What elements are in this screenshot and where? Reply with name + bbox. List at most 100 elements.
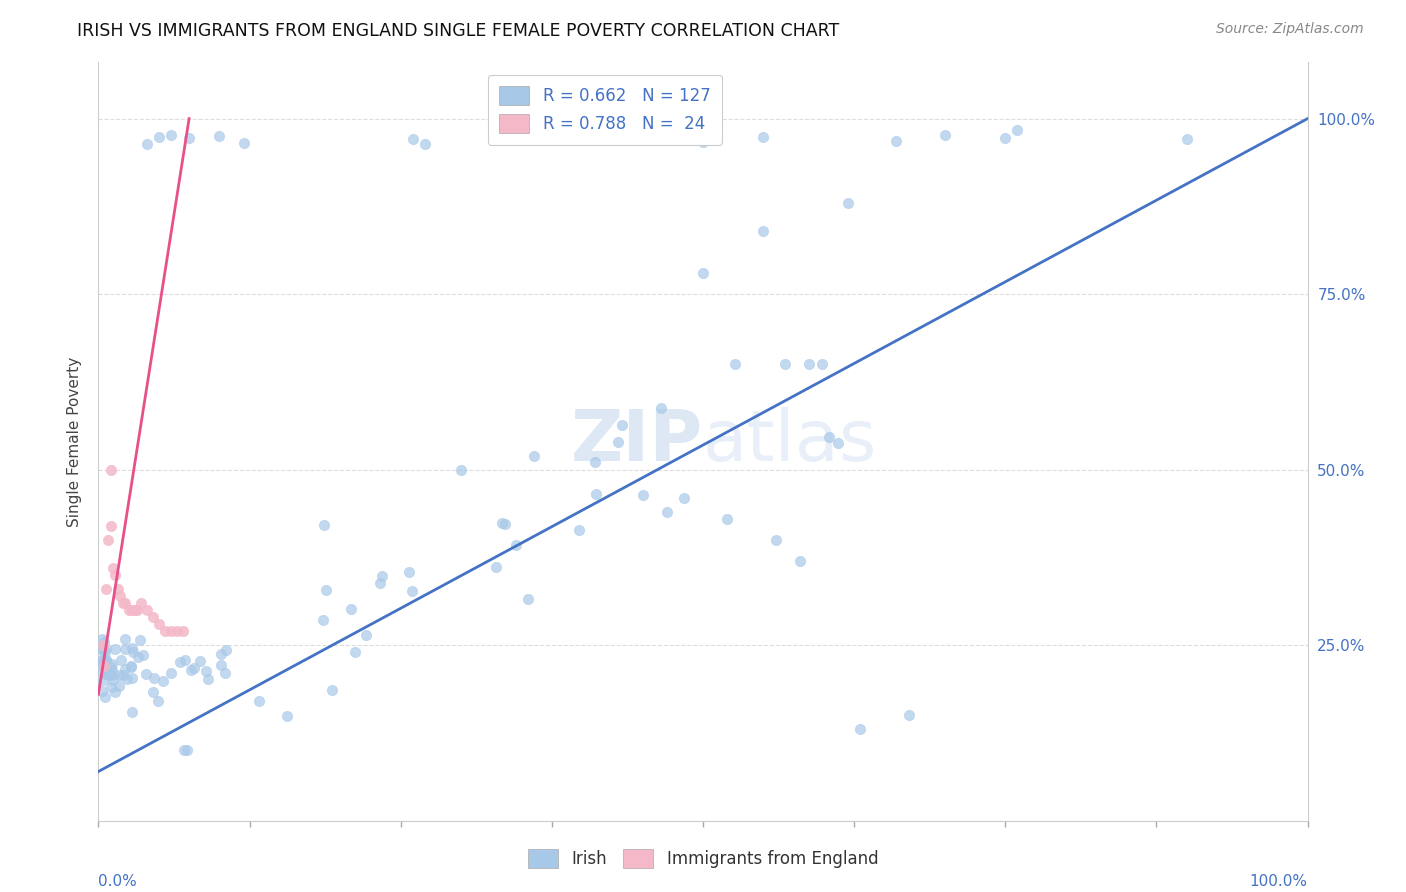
Point (96, 666, 118, 681)
Point (121, 645, 143, 659)
Point (121, 640, 143, 655)
Point (214, 666, 236, 681)
Point (94, 582, 117, 596)
Point (276, 709, 298, 723)
Point (517, 592, 540, 607)
Point (209, 657, 232, 672)
Point (176, 743, 198, 757)
Point (179, 131, 201, 145)
Point (115, 672, 138, 686)
Point (672, 491, 695, 505)
Text: 0.0%: 0.0% (98, 874, 138, 888)
Point (91, 653, 114, 667)
Point (104, 685, 127, 699)
Point (1175, 132, 1198, 146)
Point (398, 565, 420, 579)
Point (827, 435, 849, 450)
Point (94, 642, 117, 657)
Point (91, 638, 114, 652)
Point (153, 624, 176, 639)
Point (104, 641, 127, 656)
Point (94, 665, 117, 679)
Point (100, 660, 122, 674)
Point (152, 673, 174, 688)
Point (172, 624, 194, 639)
Point (121, 705, 143, 719)
Point (93, 635, 115, 649)
Point (135, 667, 157, 681)
Point (180, 663, 202, 677)
Point (934, 128, 956, 143)
Point (247, 694, 270, 708)
Point (692, 136, 714, 150)
Point (765, 533, 787, 547)
Point (568, 523, 591, 537)
Point (214, 643, 236, 657)
Point (91, 684, 114, 698)
Point (160, 624, 183, 639)
Point (141, 685, 163, 699)
Point (817, 430, 839, 444)
Point (655, 505, 678, 519)
Point (160, 665, 183, 680)
Text: IRISH VS IMMIGRANTS FROM ENGLAND SINGLE FEMALE POVERTY CORRELATION CHART: IRISH VS IMMIGRANTS FROM ENGLAND SINGLE … (77, 22, 839, 40)
Point (849, 723, 872, 737)
Point (104, 568, 127, 582)
Point (93, 690, 115, 705)
Point (91, 673, 114, 688)
Point (402, 132, 425, 146)
Point (368, 576, 391, 591)
Text: atlas: atlas (703, 407, 877, 476)
Point (148, 130, 170, 145)
Point (98, 668, 121, 682)
Point (118, 603, 141, 617)
Legend: Irish, Immigrants from England: Irish, Immigrants from England (522, 842, 884, 875)
Point (94, 645, 117, 659)
Point (208, 129, 231, 144)
Point (142, 610, 165, 624)
Point (100, 462, 122, 476)
Y-axis label: Single Female Poverty: Single Female Poverty (67, 357, 83, 526)
Point (752, 224, 775, 238)
Point (401, 583, 423, 598)
Point (752, 129, 775, 144)
Text: 100.0%: 100.0% (1250, 874, 1308, 888)
Point (610, 417, 633, 432)
Point (94, 653, 117, 667)
Point (101, 673, 124, 688)
Point (413, 137, 436, 152)
Point (321, 683, 343, 698)
Point (114, 596, 136, 610)
Point (111, 596, 134, 610)
Point (96, 653, 118, 667)
Point (723, 357, 745, 371)
Point (100, 518, 122, 533)
Point (315, 583, 337, 598)
Point (789, 554, 811, 568)
Point (1007, 123, 1029, 137)
Point (108, 679, 131, 693)
Point (994, 130, 1017, 145)
Point (312, 517, 335, 532)
Point (232, 136, 254, 150)
Point (91, 641, 114, 656)
Point (91, 657, 114, 672)
Point (160, 128, 183, 143)
Point (91, 643, 114, 657)
Point (169, 655, 191, 669)
Point (121, 603, 143, 617)
Point (485, 559, 508, 574)
Point (121, 659, 143, 673)
Point (97, 533, 120, 547)
Point (195, 665, 218, 679)
Point (188, 654, 211, 668)
Point (692, 266, 714, 280)
Point (607, 434, 630, 449)
Point (91, 632, 114, 646)
Point (129, 596, 152, 610)
Point (174, 653, 197, 667)
Point (135, 136, 157, 151)
Point (209, 647, 232, 661)
Point (370, 568, 392, 582)
Point (197, 672, 219, 686)
